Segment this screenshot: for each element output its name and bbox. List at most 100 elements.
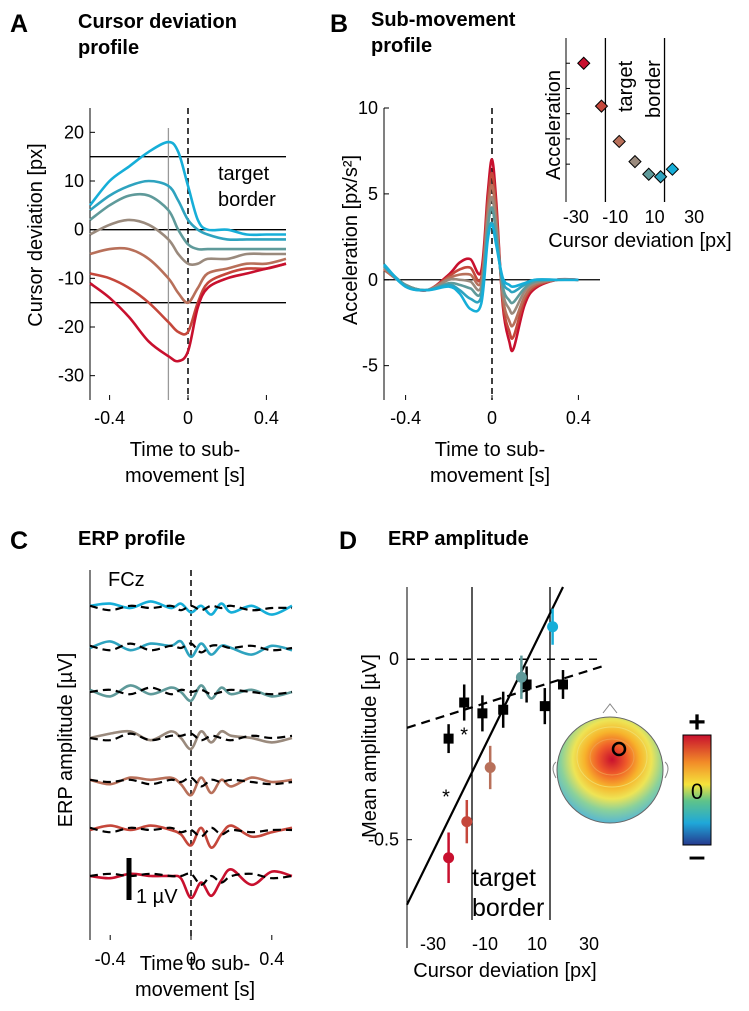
panel-d-control-fit-line bbox=[406, 665, 603, 729]
panel-b-series-line bbox=[383, 171, 579, 340]
panel-c-scale-bar-label: 1 µV bbox=[136, 886, 178, 908]
panel-d-control-point bbox=[558, 679, 568, 690]
panel-d-significance-mark: * bbox=[460, 725, 468, 747]
panel-c-xtick-label: 0 bbox=[186, 949, 196, 969]
panel-b-inset-xtick-label: 10 bbox=[645, 207, 665, 227]
panel-c-xlabel-line1: Time to sub- bbox=[140, 953, 250, 975]
panel-c-letter: C bbox=[10, 527, 28, 555]
panel-d-control-point bbox=[539, 701, 550, 712]
panel-c-erp-trace bbox=[89, 684, 293, 703]
panel-b-inset-point bbox=[628, 154, 642, 169]
panel-d-xtick-label: 10 bbox=[527, 934, 547, 954]
panel-b-inset-xlabel: Cursor deviation [px] bbox=[548, 230, 731, 252]
panel-c-chart: ERP amplitude [µV] FCz Time to sub- move… bbox=[55, 569, 293, 1001]
panel-b-inset-xtick-label: -10 bbox=[602, 207, 628, 227]
panel-a-title-line2: profile bbox=[78, 37, 139, 59]
panel-c-erp-trace bbox=[89, 824, 293, 849]
panel-c-ylabel: ERP amplitude [µV] bbox=[55, 653, 77, 828]
panel-b-ylabel: Acceleration [px/s²] bbox=[340, 155, 362, 325]
panel-d-ytick-label: 0 bbox=[389, 649, 399, 669]
panel-a-xtick-label: -0.4 bbox=[94, 408, 125, 428]
panel-d-control-point bbox=[498, 704, 509, 715]
panel-b-title-line2: profile bbox=[371, 35, 432, 57]
panel-b-xtick-label: -0.4 bbox=[390, 408, 421, 428]
panel-d-point bbox=[461, 816, 473, 828]
panel-c-xtick-label: 0.4 bbox=[259, 949, 284, 969]
topo-scalp bbox=[556, 716, 664, 824]
panel-b-ytick-label: 5 bbox=[368, 184, 378, 204]
panel-d-control-point bbox=[459, 697, 470, 708]
panel-c-control-trace bbox=[89, 872, 293, 886]
topo-nose bbox=[602, 703, 618, 714]
topo-contour bbox=[589, 738, 635, 776]
topography-headmap bbox=[552, 703, 669, 824]
colorbar-zero-label: 0 bbox=[691, 779, 703, 804]
panel-c-control-trace bbox=[89, 732, 293, 742]
panel-a-series-line bbox=[89, 246, 287, 305]
panel-b-inset-chart: Acceleration Cursor deviation [px] targe… bbox=[543, 38, 732, 252]
colorbar-gradient bbox=[682, 734, 712, 846]
panel-d-annotation-line2: border bbox=[472, 894, 544, 922]
panel-b-series-line bbox=[383, 223, 579, 313]
topo-electrode-fcz bbox=[611, 741, 627, 757]
panel-d-title: ERP amplitude bbox=[388, 528, 529, 550]
panel-b-chart: Acceleration [px/s²] Time to sub- moveme… bbox=[340, 98, 600, 487]
panel-d-point bbox=[443, 852, 455, 864]
panel-b-inset-point bbox=[577, 56, 591, 70]
panel-b-ytick-label: -5 bbox=[362, 356, 378, 376]
panel-b-xtick-label: 0.4 bbox=[566, 408, 591, 428]
panel-a-series-line bbox=[89, 262, 287, 363]
panel-d-xtick-label: -30 bbox=[420, 934, 446, 954]
panel-b-letter: B bbox=[330, 10, 348, 38]
panel-b-series-line bbox=[383, 158, 579, 353]
topo-right-ear bbox=[664, 761, 669, 779]
panel-a-xtick-label: 0.4 bbox=[254, 408, 279, 428]
topo-left-ear bbox=[552, 761, 557, 779]
panel-c-erp-trace bbox=[89, 776, 293, 797]
panel-a-series-line bbox=[89, 179, 286, 242]
panel-a-ytick-label: -30 bbox=[58, 366, 84, 386]
panel-a-xtick-label: 0 bbox=[183, 408, 193, 428]
panel-b-inset-annotation-line2: border bbox=[643, 60, 665, 118]
panel-d-xtick-label: 30 bbox=[579, 934, 599, 954]
panel-a-letter: A bbox=[10, 10, 28, 38]
panel-c-control-trace bbox=[89, 642, 293, 654]
topo-contour bbox=[576, 726, 648, 788]
panel-d-control-point bbox=[443, 733, 454, 744]
panel-a-ytick-label: 20 bbox=[64, 122, 84, 142]
panel-b-inset-point bbox=[594, 99, 609, 113]
panel-d-letter: D bbox=[339, 527, 357, 555]
panel-b-inset-point bbox=[665, 162, 680, 176]
topo-colorbar: + 0 – bbox=[682, 706, 712, 873]
colorbar-plus-label: + bbox=[688, 706, 706, 739]
panel-a-chart: Cursor deviation [px] Time to sub- movem… bbox=[25, 108, 287, 487]
panel-d-chart: Mean amplitude [µV] Cursor deviation [px… bbox=[359, 586, 712, 982]
panel-b-inset-xtick-label: 30 bbox=[684, 207, 704, 227]
panel-c-control-trace bbox=[89, 604, 293, 612]
panel-d-point bbox=[484, 762, 496, 773]
panel-a-ytick-label: 10 bbox=[64, 171, 84, 191]
panel-a-series-line bbox=[89, 262, 287, 336]
panel-a-series-line bbox=[89, 192, 286, 251]
panel-b-xlabel-line1: Time to sub- bbox=[435, 439, 545, 461]
panel-b-ytick-label: 10 bbox=[358, 98, 378, 118]
panel-a-annotation-line1: target bbox=[218, 163, 270, 185]
panel-a-series-line bbox=[88, 140, 286, 237]
panel-a-ytick-label: -10 bbox=[58, 268, 84, 288]
panel-a-xlabel-line1: Time to sub- bbox=[130, 439, 240, 461]
panel-b-inset-point bbox=[612, 134, 626, 149]
panel-b-ytick-label: 0 bbox=[368, 270, 378, 290]
panel-c-xlabel-line2: movement [s] bbox=[135, 979, 255, 1001]
panel-d-fit-line bbox=[406, 586, 564, 906]
colorbar-minus-label: – bbox=[689, 840, 706, 873]
panel-b-inset-xtick-label: -30 bbox=[563, 207, 589, 227]
panel-c-erp-trace bbox=[89, 639, 293, 659]
panel-b-xlabel-line2: movement [s] bbox=[430, 465, 550, 487]
panel-d-control-point bbox=[477, 708, 488, 719]
panel-d-control-point bbox=[521, 679, 532, 690]
panel-a-ytick-label: 0 bbox=[74, 220, 84, 240]
panel-c-title: ERP profile bbox=[78, 528, 185, 550]
panel-a-ytick-label: -20 bbox=[58, 317, 84, 337]
panel-c-erp-trace bbox=[89, 868, 293, 900]
